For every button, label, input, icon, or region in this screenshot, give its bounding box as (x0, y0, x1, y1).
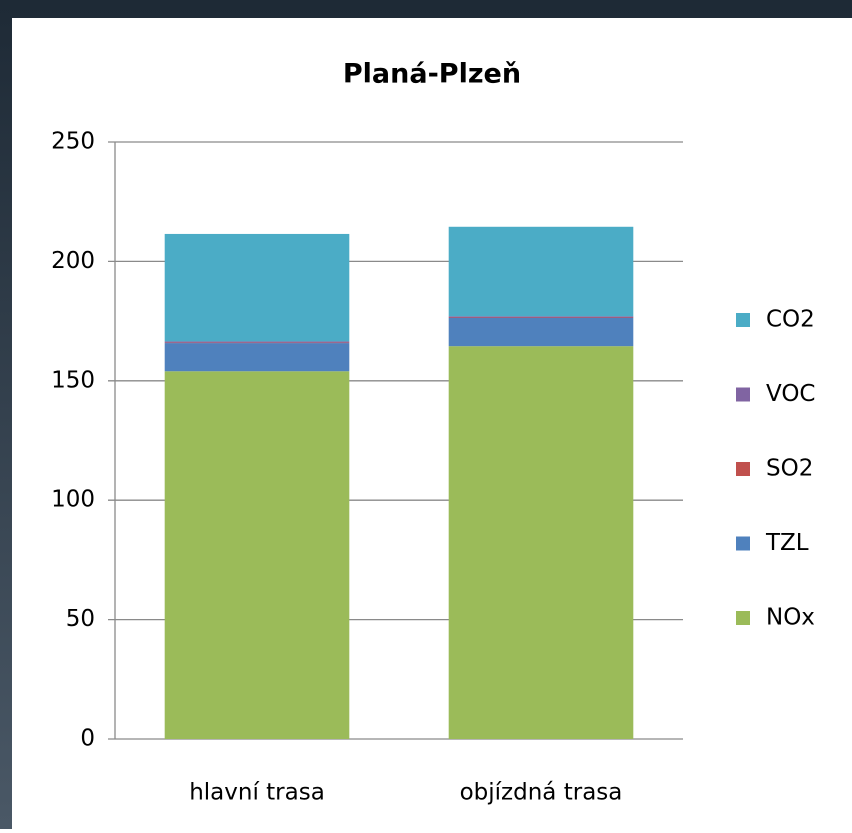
y-tick-label: 250 (51, 129, 95, 155)
bar-segment (449, 318, 634, 346)
y-tick-label: 200 (51, 248, 95, 274)
y-tick-label: 150 (51, 367, 95, 393)
bar-segment (165, 371, 350, 739)
legend-swatch (736, 313, 750, 327)
chart-area (12, 18, 852, 829)
legend-label: VOC (766, 381, 816, 407)
bar-segment (165, 343, 350, 371)
legend-label: NOx (766, 605, 815, 631)
x-tick-label: objízdná trasa (460, 780, 623, 806)
legend-swatch (736, 611, 750, 625)
legend-swatch (736, 462, 750, 476)
y-tick-label: 100 (51, 487, 95, 513)
legend-swatch (736, 537, 750, 551)
bar-segment (449, 316, 634, 317)
x-tick-label: hlavní trasa (189, 780, 325, 806)
legend-label: CO2 (766, 307, 815, 333)
bar-segment (449, 227, 634, 317)
legend-label: TZL (765, 530, 809, 556)
y-tick-label: 0 (80, 726, 95, 752)
chart-title: Planá-Plzeň (343, 59, 521, 90)
bar-segment (165, 341, 350, 342)
legend-label: SO2 (766, 456, 813, 482)
y-tick-label: 50 (66, 606, 95, 632)
bar-segment (449, 346, 634, 739)
legend-swatch (736, 388, 750, 402)
bar-segment (165, 234, 350, 341)
